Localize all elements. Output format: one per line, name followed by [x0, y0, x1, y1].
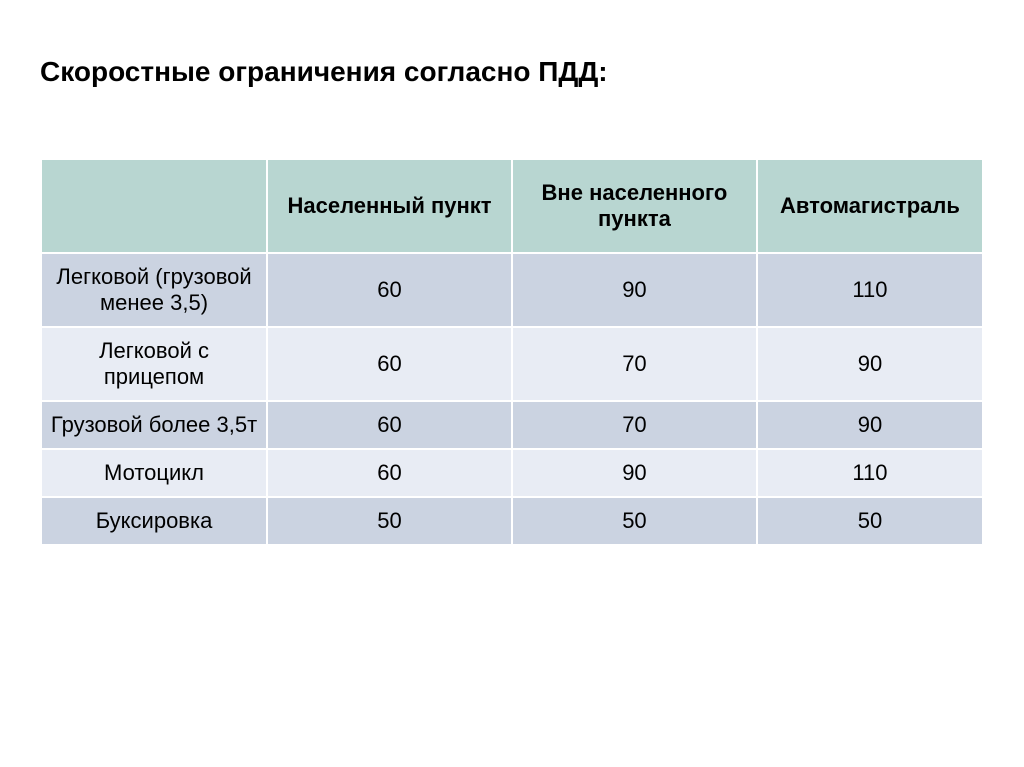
- table-cell-value: 60: [267, 449, 512, 497]
- table-cell-value: 110: [757, 449, 983, 497]
- table-header-row: Населенный пункт Вне населенного пункта …: [41, 159, 983, 253]
- table-cell-value: 60: [267, 327, 512, 401]
- table-cell-label: Мотоцикл: [41, 449, 267, 497]
- table-cell-value: 90: [512, 253, 757, 327]
- table-cell-value: 50: [267, 497, 512, 545]
- page-title: Скоростные ограничения согласно ПДД:: [40, 56, 984, 88]
- table-cell-value: 60: [267, 253, 512, 327]
- table-cell-value: 110: [757, 253, 983, 327]
- table-header-cell: Автомагистраль: [757, 159, 983, 253]
- table-row: Мотоцикл 60 90 110: [41, 449, 983, 497]
- table-cell-value: 50: [757, 497, 983, 545]
- table-cell-label: Легковой с прицепом: [41, 327, 267, 401]
- table-cell-value: 70: [512, 401, 757, 449]
- table-cell-value: 90: [757, 401, 983, 449]
- table-cell-label: Буксировка: [41, 497, 267, 545]
- table-cell-label: Грузовой более 3,5т: [41, 401, 267, 449]
- table-cell-value: 90: [512, 449, 757, 497]
- table-row: Буксировка 50 50 50: [41, 497, 983, 545]
- table-row: Грузовой более 3,5т 60 70 90: [41, 401, 983, 449]
- speed-limits-table: Населенный пункт Вне населенного пункта …: [40, 158, 984, 546]
- table-header-cell: Вне населенного пункта: [512, 159, 757, 253]
- table-row: Легковой с прицепом 60 70 90: [41, 327, 983, 401]
- table-cell-value: 90: [757, 327, 983, 401]
- table-cell-value: 70: [512, 327, 757, 401]
- table-cell-value: 50: [512, 497, 757, 545]
- table-header-cell: Населенный пункт: [267, 159, 512, 253]
- table-row: Легковой (грузовой менее 3,5) 60 90 110: [41, 253, 983, 327]
- table-cell-value: 60: [267, 401, 512, 449]
- table-cell-label: Легковой (грузовой менее 3,5): [41, 253, 267, 327]
- table-header-cell: [41, 159, 267, 253]
